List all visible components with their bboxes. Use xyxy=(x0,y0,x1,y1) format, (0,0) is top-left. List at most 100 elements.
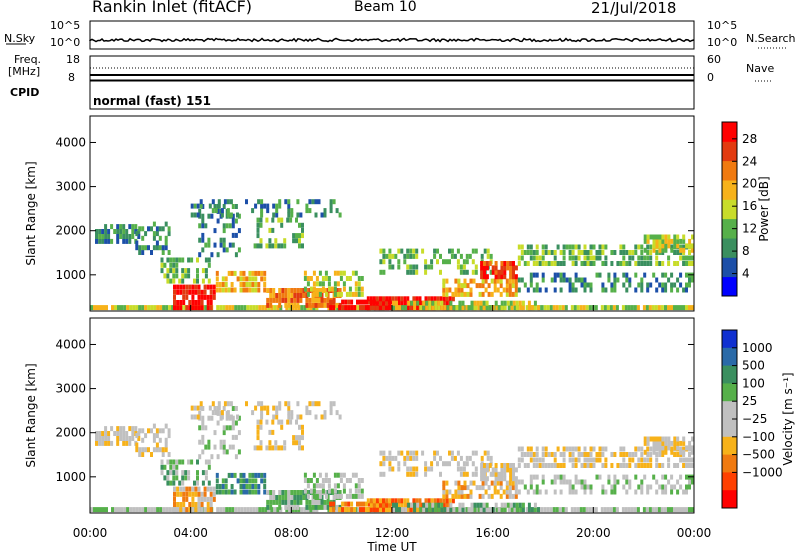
range-cell xyxy=(415,466,419,472)
range-cell xyxy=(489,455,493,461)
range-cell xyxy=(643,238,647,244)
range-cell xyxy=(305,297,309,303)
range-cell xyxy=(309,488,313,494)
range-cell xyxy=(448,259,451,265)
range-cell xyxy=(333,493,337,499)
range-cell xyxy=(682,440,686,446)
range-cell xyxy=(445,259,448,265)
range-cell xyxy=(204,305,208,311)
range-cell xyxy=(604,255,608,261)
range-cell xyxy=(347,501,351,507)
range-cell xyxy=(197,502,201,507)
range-cell xyxy=(169,470,173,476)
range-cell xyxy=(350,305,354,311)
range-cell xyxy=(224,484,228,489)
range-cell xyxy=(541,463,545,468)
range-cell xyxy=(191,491,195,497)
range-cell xyxy=(332,299,336,305)
range-cell xyxy=(224,282,228,287)
range-cell xyxy=(649,457,653,463)
range-cell xyxy=(442,283,446,289)
range-cell xyxy=(314,401,318,407)
range-cell xyxy=(237,430,241,436)
range-cell xyxy=(301,243,304,249)
range-cell xyxy=(688,261,691,266)
range-cell xyxy=(462,269,466,275)
freq-tick-top: 18 xyxy=(66,53,80,66)
range-cell xyxy=(332,501,336,507)
range-cell xyxy=(209,284,213,290)
range-cell xyxy=(245,484,249,489)
range-cell xyxy=(574,479,578,485)
range-cell xyxy=(309,276,313,281)
range-cell xyxy=(218,282,222,287)
range-cell xyxy=(412,248,416,254)
range-cell xyxy=(201,204,205,209)
range-cell xyxy=(295,238,298,244)
range-cell xyxy=(90,305,93,311)
range-cell xyxy=(210,415,214,421)
range-cell xyxy=(646,484,650,490)
range-cell xyxy=(586,282,590,288)
range-cell xyxy=(172,475,176,481)
range-cell xyxy=(670,484,674,490)
range-cell xyxy=(433,498,437,504)
range-cell xyxy=(451,291,455,297)
range-cell xyxy=(512,274,515,280)
range-cell xyxy=(508,283,512,289)
range-cell xyxy=(277,243,281,249)
range-cell xyxy=(362,305,365,311)
range-cell xyxy=(296,288,300,293)
range-cell xyxy=(287,212,291,218)
range-cell xyxy=(221,484,225,489)
range-cell xyxy=(625,474,629,480)
range-cell xyxy=(509,467,513,473)
range-cell xyxy=(652,436,656,442)
range-cell xyxy=(691,445,694,451)
range-cell xyxy=(218,484,222,489)
range-cell xyxy=(682,489,686,495)
range-cell xyxy=(540,305,544,311)
colorbar-tick-label: 100 xyxy=(742,376,765,390)
range-cell xyxy=(610,282,614,288)
colorbar-swatch xyxy=(722,122,737,142)
range-cell xyxy=(670,282,674,288)
range-cell xyxy=(301,222,304,228)
range-cell xyxy=(445,296,449,302)
range-cell xyxy=(150,250,153,255)
range-cell xyxy=(685,484,688,490)
range-cell xyxy=(216,420,220,426)
range-cell xyxy=(463,485,467,491)
range-cell xyxy=(179,486,183,492)
range-cell xyxy=(577,244,581,250)
range-cell xyxy=(132,305,136,311)
range-cell xyxy=(359,305,362,311)
range-cell xyxy=(682,261,686,266)
range-cell xyxy=(260,208,264,214)
range-cell xyxy=(233,270,237,276)
range-cell xyxy=(281,297,285,303)
range-cell xyxy=(649,452,653,457)
range-cell xyxy=(257,489,261,495)
range-cell xyxy=(552,305,556,311)
range-cell xyxy=(300,305,304,311)
range-cell xyxy=(628,484,632,490)
range-cell xyxy=(268,227,272,233)
range-cell xyxy=(372,305,376,311)
range-cell xyxy=(579,305,583,311)
range-cell xyxy=(544,446,548,452)
range-cell xyxy=(448,248,451,254)
range-cell xyxy=(506,502,510,508)
range-cell xyxy=(137,436,141,441)
range-cell xyxy=(649,282,653,288)
range-cell xyxy=(512,476,515,482)
range-cell xyxy=(104,238,108,244)
range-cell xyxy=(392,507,395,513)
range-cell xyxy=(173,496,176,502)
range-cell xyxy=(571,457,575,463)
range-cell xyxy=(685,255,688,261)
range-cell xyxy=(191,300,195,305)
range-cell xyxy=(194,486,198,492)
range-cell xyxy=(421,450,425,456)
range-cell xyxy=(382,248,386,254)
